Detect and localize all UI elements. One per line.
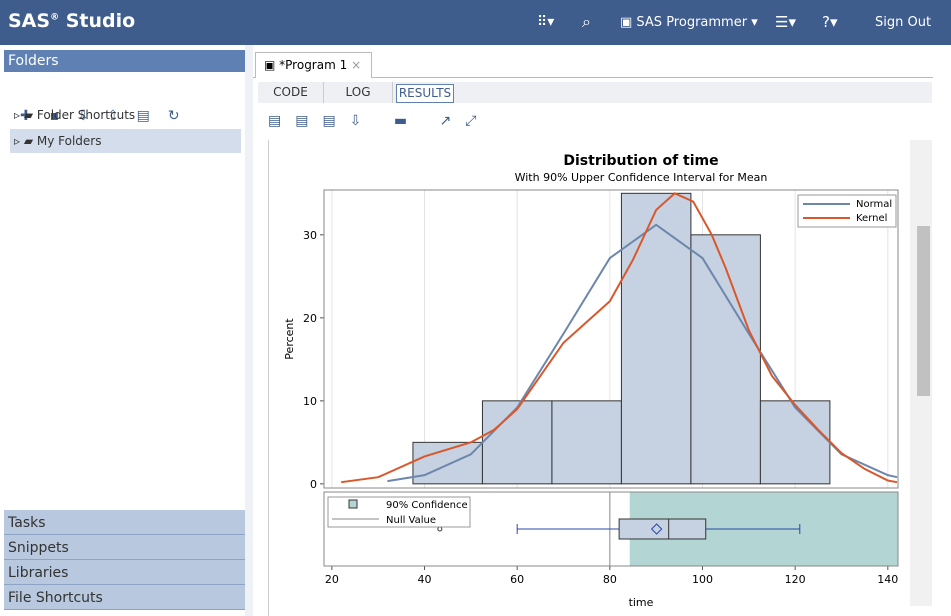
x-tick-label: 80 [603,573,617,586]
legend-box [797,194,897,228]
section[interactable]: Libraries [4,560,245,585]
subtab[interactable]: RESULTS [396,84,454,103]
outlier [437,526,443,532]
tab-label: *Program 1 [279,58,348,72]
plot-frame [323,189,899,489]
role: SAS Programmer [636,15,748,30]
section[interactable]: Snippets [4,535,245,560]
legend-label: Normal [856,199,892,210]
box-frame [323,491,899,567]
chart-title: Distribution of time [563,153,718,169]
tree-item[interactable]: ▹ ▰ My Folders [10,129,241,153]
header: SAS® Studio ⠿▾ ⌕ ▣ SAS Programmer ▾ ☰▾ ?… [0,0,951,45]
box [618,518,707,540]
y-tick-label: 30 [303,229,317,242]
splitter[interactable] [245,45,253,616]
bar [759,400,831,485]
subtab[interactable]: LOG [324,82,393,103]
bar [551,400,622,485]
section[interactable]: File Shortcuts [4,585,245,610]
legend-swatch [348,499,358,509]
brand-text: SAS [8,10,51,32]
help-icon[interactable]: ?▾ [822,13,838,31]
y-axis-label: Percent [283,318,296,360]
tree-item[interactable]: ▹ ▰ Folder Shortcuts [14,108,136,122]
menu-icon[interactable]: ☰▾ [775,13,796,31]
section[interactable]: Tasks [4,510,245,535]
role-menu[interactable]: ▣ SAS Programmer ▾ [620,15,758,30]
results-toolbar[interactable]: ▤▤▤⇩ ▬ ↗⤢ [268,113,491,129]
search-icon[interactable]: ⌕ [582,12,591,31]
results-pane [268,140,909,616]
x-tick-label: 100 [692,573,713,586]
bar [481,400,553,485]
brand: SAS® Studio [8,10,135,32]
brand-mark: ® [50,12,60,23]
x-tick-label: 140 [877,573,898,586]
curve [341,192,898,484]
tab-line [253,77,933,78]
x-tick-label: 60 [510,573,524,586]
mean [650,523,663,535]
y-tick-label: 0 [310,478,317,491]
legend-label: Kernel [856,213,887,224]
product: Studio [65,10,136,32]
chart: Distribution of time With 90% Upper Confi… [283,153,899,606]
legend-label: 90% Confidence [386,500,468,511]
y-tick-label: 10 [303,395,317,408]
x-axis-label: time [629,596,654,606]
sign-out[interactable]: Sign Out [875,15,932,30]
subtab[interactable]: CODE [258,82,324,103]
bar [690,234,761,485]
tree-label: My Folders [36,134,102,148]
y-tick-label: 20 [303,312,317,325]
x-tick-label: 40 [418,573,432,586]
tree-label: Folder Shortcuts [36,108,136,122]
apps-icon[interactable]: ⠿▾ [537,14,555,30]
chart-subtitle: With 90% Upper Confidence Interval for M… [515,171,768,184]
sidebar-title: Folders [4,50,245,72]
legend-label: Null Value [386,515,436,526]
x-tick-label: 120 [785,573,806,586]
scrollbar[interactable] [910,140,932,606]
x-tick-label: 20 [325,573,339,586]
tab[interactable]: ▣ *Program 1 × [255,52,372,78]
sidebar-toolbar[interactable]: ✚▪⇩⇧▤↻ [20,108,198,124]
bar [620,192,692,485]
